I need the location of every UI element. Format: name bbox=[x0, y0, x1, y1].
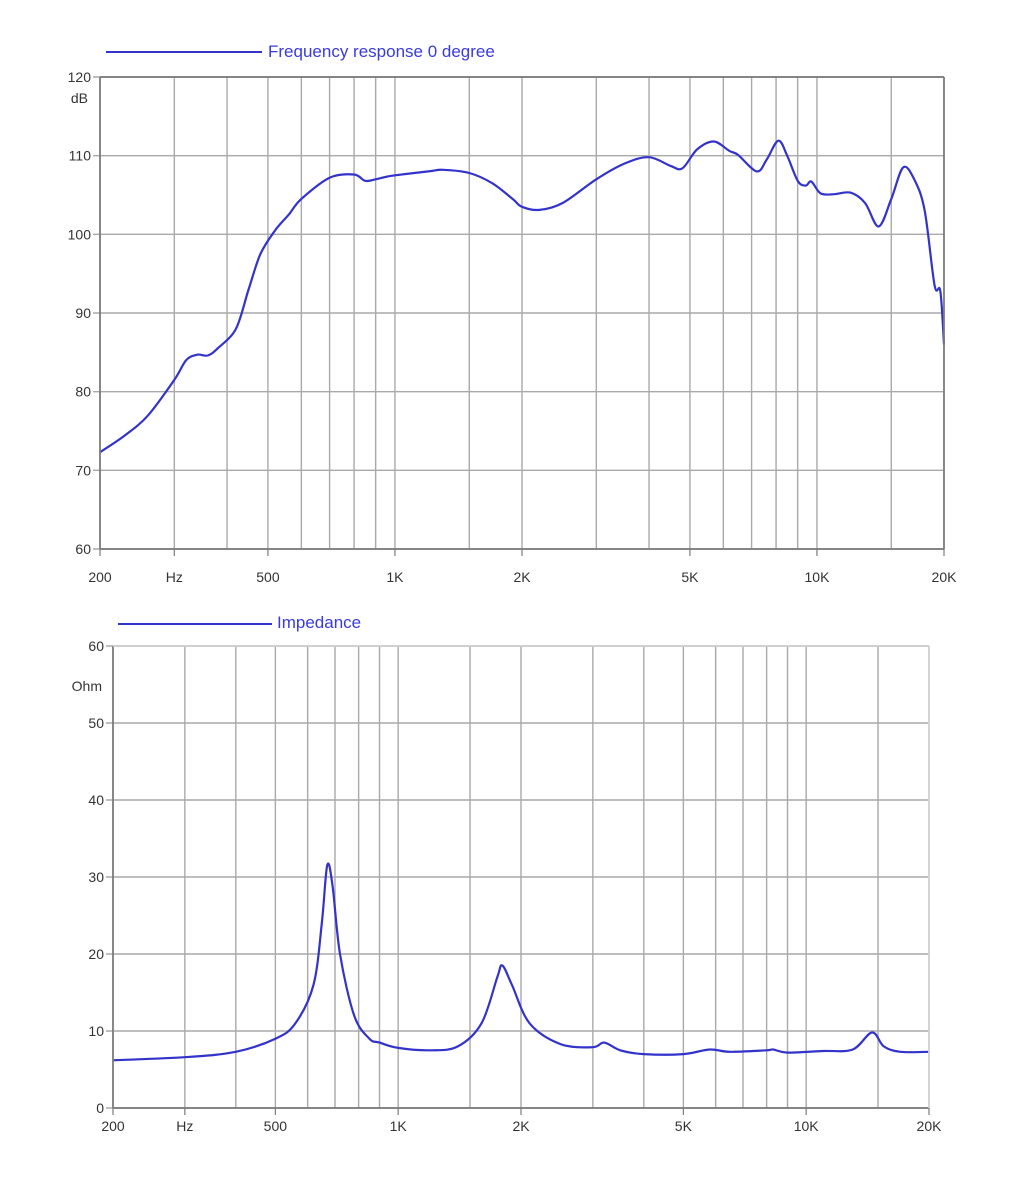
y-tick-label: 60 bbox=[75, 541, 91, 557]
frequency-response-chart: Frequency response 0 degree 60 70 80 90 100 1… bbox=[68, 42, 957, 585]
x-tick-label: 500 bbox=[264, 1118, 288, 1134]
legend-label: Frequency response 0 degree bbox=[268, 42, 495, 61]
y-tick-labels: 60 70 80 90 100 110 120 bbox=[68, 69, 92, 557]
y-tick-label: 110 bbox=[69, 148, 92, 164]
y-tick-label: 60 bbox=[88, 638, 104, 654]
y-tick-label: 70 bbox=[75, 462, 91, 478]
x-tick-label: 5K bbox=[675, 1118, 693, 1134]
x-tick-label: 2K bbox=[512, 1118, 530, 1134]
y-tick-label: 20 bbox=[88, 946, 104, 962]
x-tick-label: 500 bbox=[256, 569, 280, 585]
y-axis-unit-label: dB bbox=[71, 90, 88, 106]
y-axis-unit-label: Ohm bbox=[72, 678, 102, 694]
x-tick-label: 20K bbox=[932, 569, 958, 585]
y-tick-labels: 0 10 20 30 40 50 60 bbox=[88, 638, 104, 1116]
frequency-response-curve bbox=[99, 139, 946, 454]
legend: Impedance bbox=[118, 613, 361, 632]
y-tick-label: 100 bbox=[68, 226, 92, 242]
x-tick-label: 200 bbox=[101, 1118, 125, 1134]
plot-frame bbox=[99, 76, 945, 550]
x-tick-label: 2K bbox=[513, 569, 531, 585]
x-tick-label: Hz bbox=[176, 1118, 193, 1134]
y-tick-label: 120 bbox=[68, 69, 92, 85]
y-tick-label: 10 bbox=[88, 1023, 104, 1039]
y-tick-label: 0 bbox=[96, 1100, 104, 1116]
x-tick-label: 1K bbox=[390, 1118, 408, 1134]
x-tick-labels: 200 Hz 500 1K 2K 5K 10K 20K bbox=[88, 549, 957, 585]
x-tick-labels: 200 Hz 500 1K 2K 5K 10K 20K bbox=[101, 1108, 942, 1134]
y-tick-label: 90 bbox=[75, 305, 91, 321]
x-tick-label: 10K bbox=[805, 569, 831, 585]
impedance-curve bbox=[112, 862, 930, 1062]
x-tick-label: 5K bbox=[681, 569, 699, 585]
y-tick-label: 50 bbox=[88, 715, 104, 731]
legend: Frequency response 0 degree bbox=[106, 42, 495, 61]
plot-frame bbox=[112, 645, 930, 1109]
x-tick-label: Hz bbox=[166, 569, 183, 585]
y-tick-label: 40 bbox=[88, 792, 104, 808]
y-tick-label: 80 bbox=[75, 384, 91, 400]
y-tick-label: 30 bbox=[88, 869, 104, 885]
x-tick-label: 10K bbox=[794, 1118, 820, 1134]
x-tick-label: 200 bbox=[88, 569, 112, 585]
legend-label: Impedance bbox=[277, 613, 361, 632]
impedance-chart: Impedance 0 10 20 30 40 50 60 Ohm 200 Hz 500 1K 2K… bbox=[72, 613, 942, 1134]
x-tick-label: 1K bbox=[386, 569, 404, 585]
x-tick-label: 20K bbox=[917, 1118, 943, 1134]
